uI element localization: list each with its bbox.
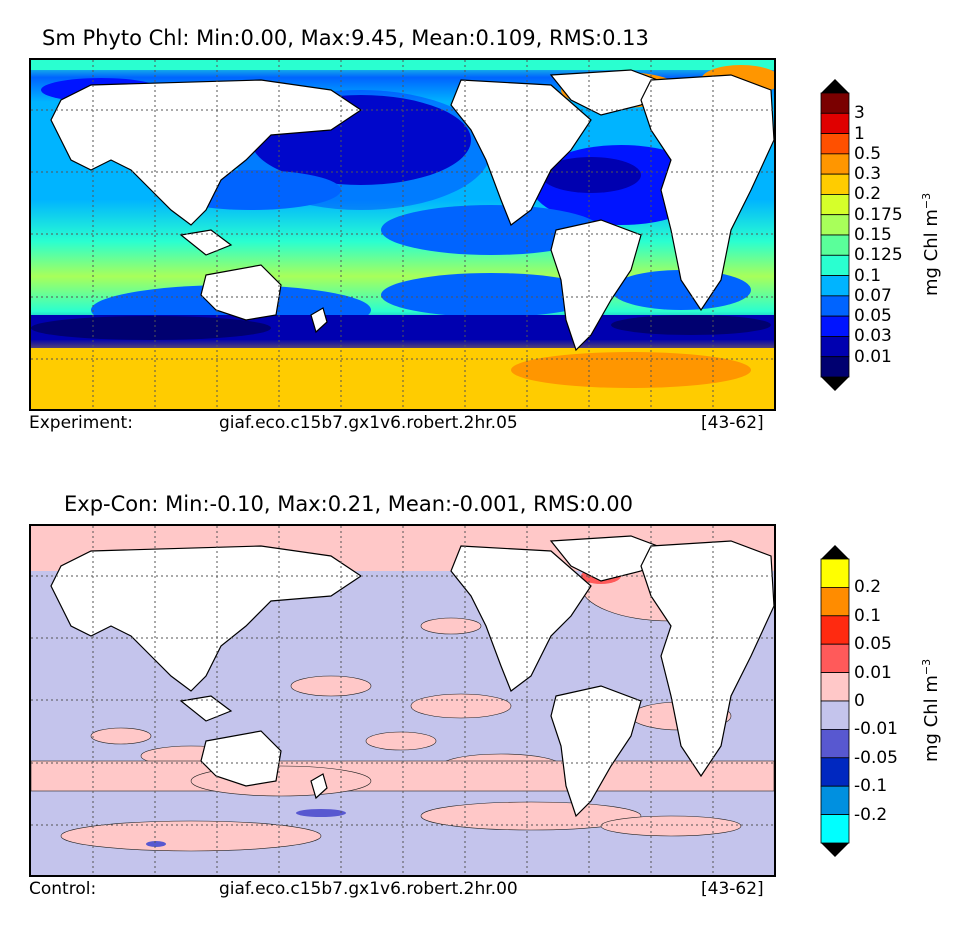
colorbar-tick-label: 0.125 (854, 245, 903, 266)
colorbar-swatch (820, 615, 850, 645)
colorbar-tick-label: 0.1 (854, 605, 882, 626)
colorbar-tick-label: 0 (854, 691, 865, 711)
panel-1-caption-experiment: giaf.eco.c15b7.gx1v6.robert.2hr.05 (219, 413, 518, 433)
colorbar-swatch (820, 234, 850, 256)
colorbar-extend-bottom (821, 377, 849, 391)
colorbar-tick-label: 0.01 (854, 346, 892, 367)
colorbar-swatch (820, 757, 850, 787)
panel-1-colorbar: 3 1 0.5 0.3 0.2 0.175 0.15 0.125 0.1 0.07 0.05 0.03… (820, 78, 940, 391)
panel-2-caption-years: [43-62] (701, 879, 764, 899)
colorbar-swatch (820, 672, 850, 702)
colorbar-tick-label: -0.01 (854, 719, 898, 740)
colorbar-swatch (820, 643, 850, 673)
colorbar-swatch (820, 214, 850, 236)
colorbar-swatch (820, 336, 850, 358)
panel-2-map (29, 524, 776, 877)
colorbar-swatch (820, 173, 850, 195)
chlorophyll-map-graphic (31, 60, 774, 409)
colorbar-swatch (820, 814, 850, 844)
colorbar-swatch (820, 153, 850, 175)
colorbar-swatch (820, 785, 850, 815)
colorbar-graphic (820, 79, 850, 391)
difference-map-graphic (31, 526, 774, 875)
panel-1-caption-years: [43-62] (701, 413, 764, 433)
colorbar-swatch (820, 112, 850, 134)
colorbar-tick-label: 0.3 (854, 164, 882, 185)
colorbar-tick-label: -0.2 (854, 804, 888, 825)
colorbar-extend-bottom (821, 843, 849, 857)
colorbar-extend-top (821, 79, 849, 93)
panel-2-colorbar-units: mg Chl m−3 (920, 658, 942, 762)
panel-2-caption-control: giaf.eco.c15b7.gx1v6.robert.2hr.00 (219, 879, 518, 899)
colorbar-tick-label: 0.05 (854, 634, 892, 655)
colorbar-swatch (820, 133, 850, 155)
colorbar-tick-label: -0.05 (854, 747, 898, 768)
colorbar-extend-top (821, 545, 849, 559)
colorbar-tick-label: 0.1 (854, 265, 882, 286)
panel-2-caption-label: Control: (29, 879, 97, 899)
colorbar-swatch (820, 275, 850, 297)
panel-1-map (29, 58, 776, 411)
panel-1-title: Sm Phyto Chl: Min:0.00, Max:9.45, Mean:0… (42, 26, 649, 50)
panel-1-caption-label: Experiment: (29, 413, 133, 433)
colorbar-swatch (820, 92, 850, 114)
colorbar-tick-label: 1 (854, 123, 865, 144)
colorbar-swatch (820, 194, 850, 216)
colorbar-swatch (820, 558, 850, 588)
colorbar-swatch (820, 254, 850, 276)
colorbar-tick-label: 0.05 (854, 306, 892, 327)
colorbar-tick-label: 0.03 (854, 326, 892, 347)
colorbar-tick-label: 3 (854, 103, 865, 124)
colorbar-swatch (820, 587, 850, 617)
colorbar-graphic (820, 545, 850, 857)
panel-1-colorbar-units: mg Chl m−3 (920, 192, 942, 296)
colorbar-swatch (820, 700, 850, 730)
panel-2-title: Exp-Con: Min:-0.10, Max:0.21, Mean:-0.00… (64, 492, 634, 516)
colorbar-tick-label: 0.15 (854, 225, 892, 245)
colorbar-tick-label: 0.07 (854, 285, 892, 306)
colorbar-swatch (820, 315, 850, 337)
panel-2-colorbar: 0.2 0.1 0.05 0.01 0 -0.01 -0.05 -0.1 -0.2 (820, 544, 940, 857)
colorbar-tick-label: 0.01 (854, 662, 892, 683)
colorbar-tick-label: 0.175 (854, 204, 903, 225)
colorbar-swatch (820, 356, 850, 378)
colorbar-swatch (820, 295, 850, 317)
colorbar-tick-label: 0.2 (854, 184, 882, 205)
colorbar-swatch (820, 728, 850, 759)
colorbar-tick-label: 0.2 (854, 577, 882, 598)
colorbar-tick-label: 0.5 (854, 143, 882, 164)
colorbar-tick-label: -0.1 (854, 776, 888, 797)
